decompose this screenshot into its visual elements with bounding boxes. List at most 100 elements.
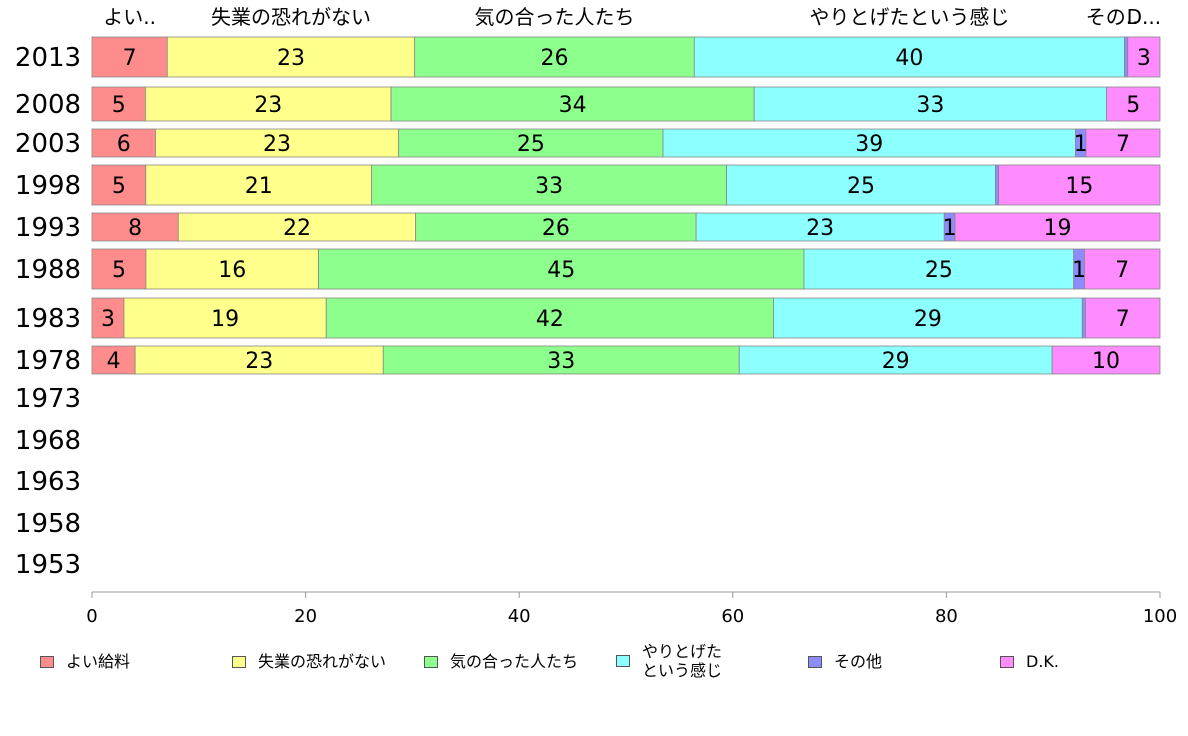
legend-label-3: やりとげた という感じ [642,642,723,680]
legend-label-1: 失業の恐れがない [258,652,387,671]
data-label-2003-series-3: 39 [855,132,883,157]
legend-swatch-4 [808,655,822,668]
legend-swatch-3 [616,655,630,667]
bar-1998-series-0 [91,164,147,206]
bar-1988-series-0 [91,248,147,290]
bar-2013-series-4 [1124,36,1129,78]
data-label-1983-series-5: 7 [1116,307,1130,332]
legend-item-5: D.K. [1000,652,1059,671]
x-tick-label-40: 40 [508,606,531,627]
year-label-1978: 1978 [15,346,81,376]
data-label-2003-series-1: 23 [263,132,291,157]
data-label-1978-series-1: 23 [245,349,273,374]
bar-1983-series-1 [123,297,327,339]
series-top-labels: よい.. 失業の恐れがない 気の合った人たち やりとげたという感じ その..D... [103,5,1161,29]
data-label-1988-series-4: 1 [1072,258,1086,283]
data-label-1978-series-0: 4 [107,349,121,374]
legend-item-2: 気の合った人たち [424,652,578,671]
bar-1978-series-0 [91,345,136,375]
year-label-1963: 1963 [15,467,81,497]
legend-swatch-1 [232,655,246,668]
year-label-1968: 1968 [15,426,81,456]
bar-1998-series-3 [726,164,996,206]
year-label-2003: 2003 [15,129,81,159]
data-label-1983-series-2: 42 [536,307,564,332]
data-label-1983-series-3: 29 [914,307,942,332]
year-label-1983: 1983 [15,304,81,334]
bar-1993-series-1 [177,212,417,242]
series-top-label-0: よい.. [103,5,156,29]
bar-1983-series-3 [773,297,1083,339]
data-label-1998-series-5: 15 [1065,174,1093,199]
legend-item-4: その他 [808,652,882,671]
data-label-2008-series-0: 5 [112,93,126,118]
x-tick-label-100: 100 [1143,606,1177,627]
data-label-1988-series-0: 5 [112,258,126,283]
bar-1988-series-5 [1084,248,1161,290]
x-tick-label-20: 20 [294,606,317,627]
x-axis: 0 20 40 60 80 100 [86,591,1177,627]
data-label-2003-series-4: 1 [1074,132,1088,157]
bar-2013-series-2 [414,36,695,78]
data-label-2008-series-5: 5 [1126,93,1140,118]
year-label-2013: 2013 [15,43,81,73]
legend-item-0: よい給料 [40,652,130,671]
data-label-1998-series-2: 33 [535,174,563,199]
legend-item-1: 失業の恐れがない [232,652,386,671]
data-label-1993-series-0: 8 [128,216,142,241]
legend-label-4: その他 [834,652,883,671]
year-label-1973: 1973 [15,384,81,414]
bar-2003-series-0 [91,128,156,158]
bar-2008-series-0 [91,86,146,122]
bars: 7 23 26 40 35 23 34 33 56 23 25 39 1 75 21 33 25 158 22 26 2… [91,36,1161,375]
bar-1983-series-5 [1085,297,1161,339]
legend: よい給料 失業の恐れがない 気の合った人たち やりとげた という感じ その他 D.K. [0,642,1188,692]
bar-1988-series-1 [145,248,319,290]
bar-1993-series-0 [91,212,179,242]
legend-swatch-2 [424,655,438,668]
year-axis-labels: 2013 2008 2003 1998 1993 1988 1983 1978 1973 1968… [15,43,81,580]
data-label-2008-series-3: 33 [916,93,944,118]
data-label-1993-series-1: 22 [283,216,311,241]
x-tick-label-60: 60 [721,606,744,627]
data-label-2013-series-5: 3 [1137,46,1151,71]
x-tick-label-0: 0 [86,606,97,627]
bar-2003-series-1 [155,128,400,158]
bar-1998-series-4 [995,164,1000,206]
data-label-1998-series-3: 25 [847,174,875,199]
data-label-1988-series-5: 7 [1115,258,1129,283]
bar-1983-series-4 [1081,297,1086,339]
bar-1988-series-3 [803,248,1075,290]
data-label-1978-series-2: 33 [547,349,575,374]
data-label-1978-series-5: 10 [1092,349,1120,374]
data-label-1978-series-3: 29 [882,349,910,374]
data-label-2013-series-1: 23 [277,46,305,71]
bar-1983-series-2 [325,297,774,339]
data-label-2008-series-1: 23 [254,93,282,118]
bar-2003-series-2 [398,128,664,158]
x-tick-label-80: 80 [935,606,958,627]
data-label-2003-series-5: 7 [1116,132,1130,157]
series-top-label-2: 気の合った人たち [474,5,634,29]
bar-1993-series-5 [954,212,1161,242]
bar-2008-series-2 [390,86,755,122]
series-top-label-4: その.. [1086,5,1139,29]
year-label-1998: 1998 [15,171,81,201]
legend-label-0: よい給料 [66,652,131,671]
legend-label-5: D.K. [1026,652,1059,671]
bar-2003-series-3 [662,128,1076,158]
legend-swatch-0 [40,655,54,668]
data-label-2013-series-0: 7 [123,46,137,71]
bar-2003-series-5 [1085,128,1161,158]
bar-2008-series-5 [1106,86,1161,122]
data-label-1998-series-0: 5 [112,174,126,199]
data-label-1983-series-1: 19 [211,307,239,332]
data-label-2008-series-2: 34 [559,93,587,118]
data-label-1998-series-1: 21 [245,174,273,199]
data-label-1993-series-4: 1 [943,216,957,241]
bar-1978-series-2 [382,345,740,375]
legend-item-3: やりとげた という感じ [616,642,722,680]
bar-1998-series-1 [145,164,373,206]
year-label-1958: 1958 [15,509,81,539]
year-label-1993: 1993 [15,213,81,243]
